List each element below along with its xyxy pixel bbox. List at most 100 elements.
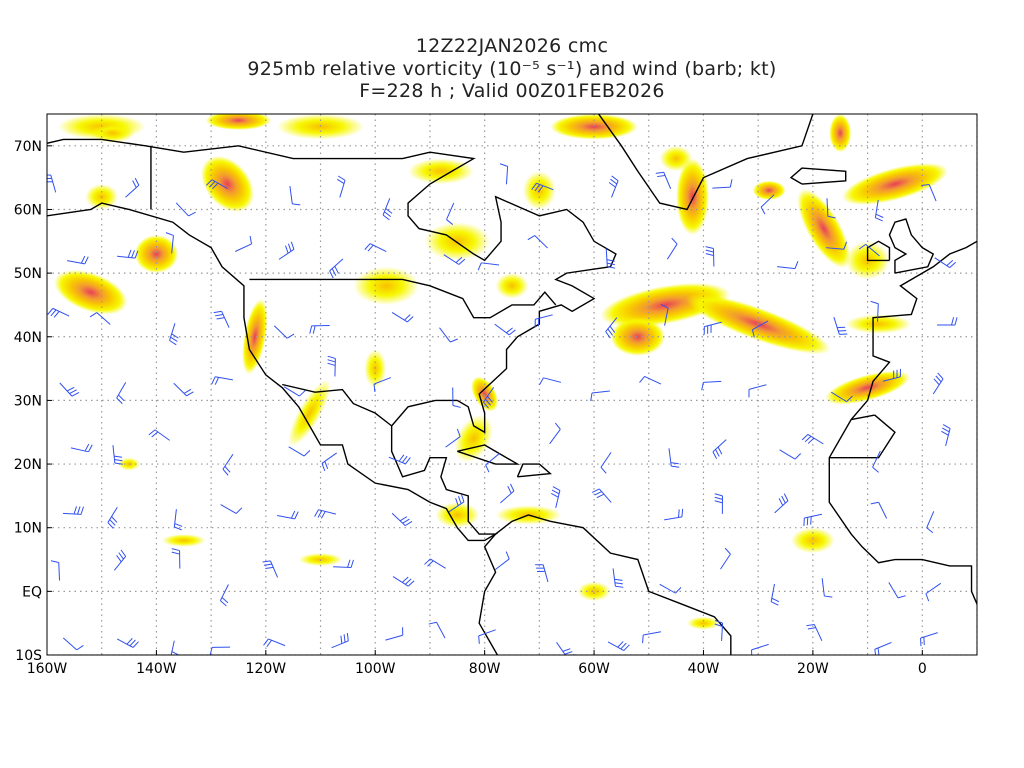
wind-barb-flag — [801, 434, 809, 441]
wind-barb-staff — [826, 198, 829, 217]
wind-barb-staff — [430, 558, 446, 569]
vorticity-blob — [791, 527, 835, 554]
wind-barb-flag — [222, 468, 229, 476]
wind-barb-flag — [303, 450, 311, 457]
wind-barb-flag — [591, 488, 600, 493]
wind-barb-flag — [327, 362, 336, 366]
vorticity-shading — [54, 114, 948, 630]
wind-barb-flag — [347, 559, 351, 568]
longitude-label: 60W — [578, 661, 610, 677]
latitude-label: 10S — [15, 648, 42, 664]
wind-barb-flag — [715, 449, 720, 457]
wind-barb-flag — [657, 174, 666, 178]
wind-barb-flag — [505, 551, 510, 560]
wind-barb-flag — [80, 506, 84, 515]
wind-barb-staff — [804, 513, 823, 519]
wind-barb-flag — [897, 595, 906, 599]
wind-barb-flag — [714, 496, 723, 500]
wind-barb-flag — [129, 639, 136, 647]
longitude-label: 120W — [246, 661, 287, 677]
wind-barb-flag — [714, 493, 723, 497]
wind-barb-flag — [183, 388, 192, 394]
wind-barb-flag — [404, 314, 411, 321]
wind-barb-flag — [334, 265, 339, 274]
wind-barb-flag — [509, 483, 515, 492]
wind-barb-staff — [644, 376, 662, 385]
wind-barb-flag — [610, 178, 618, 185]
wind-barb-flag — [677, 509, 680, 518]
wind-barb-flag — [109, 519, 116, 526]
wind-barb-flag — [615, 585, 624, 588]
wind-barb-flag — [554, 422, 561, 430]
wind-barb-flag — [670, 462, 679, 465]
wind-barb-staff — [605, 248, 608, 267]
wind-barb-flag — [401, 455, 408, 463]
wind-barb-flag — [148, 429, 156, 436]
wind-barb-staff — [58, 562, 61, 581]
wind-barb-flag — [309, 325, 313, 334]
wind-barb-flag — [794, 261, 799, 269]
wind-barb-staff — [112, 445, 116, 464]
wind-barb-staff — [125, 184, 140, 198]
wind-barb-staff — [591, 390, 610, 394]
wind-barb-staff — [268, 638, 286, 647]
wind-barb-flag — [607, 266, 616, 269]
wind-barb-flag — [170, 336, 178, 342]
wind-barb-staff — [222, 454, 234, 470]
wind-barb-flag — [485, 398, 491, 406]
wind-barb-flag — [364, 243, 371, 250]
longitude-label: 140W — [136, 661, 177, 677]
wind-barb-flag — [446, 219, 454, 225]
wind-barb-flag — [870, 300, 879, 305]
wind-barb-flag — [455, 256, 463, 263]
wind-barb-staff — [283, 386, 300, 397]
wind-barb-flag — [66, 386, 75, 392]
wind-barb-flag — [874, 649, 877, 655]
latitude-label: 70N — [14, 139, 42, 155]
coastline — [282, 383, 393, 427]
wind-barb-staff — [865, 244, 880, 257]
wind-barb-flag — [551, 489, 560, 495]
wind-barbs — [47, 163, 958, 655]
wind-barb-flag — [660, 303, 669, 309]
map-title-run: 12Z22JAN2026 cmc — [415, 35, 609, 57]
wind-barb-staff — [752, 320, 769, 331]
wind-barb-staff — [821, 578, 825, 597]
wind-barb-staff — [833, 317, 840, 335]
wind-barb-flag — [331, 268, 337, 276]
longitude-label: 80W — [469, 661, 501, 677]
wind-barb-flag — [327, 355, 336, 359]
vorticity-blob — [752, 180, 786, 200]
wind-barb-flag — [671, 237, 678, 245]
wind-barb-flag — [171, 551, 180, 555]
wind-barb-flag — [487, 396, 493, 403]
wind-barb-flag — [53, 311, 60, 318]
longitude-label: 160W — [27, 661, 68, 677]
wind-barb-flag — [107, 522, 114, 529]
wind-barb-flag — [266, 639, 272, 647]
wind-barb-flag — [675, 587, 682, 594]
wind-barb-staff — [611, 180, 619, 198]
wind-barb-flag — [770, 601, 779, 606]
wind-barb-flag — [171, 333, 179, 339]
wind-barb-staff — [478, 629, 496, 637]
longitude-label: 100W — [355, 661, 396, 677]
wind-barb-staff — [113, 556, 127, 571]
wind-barb-staff — [116, 382, 127, 399]
wind-barb-flag — [290, 241, 295, 250]
wind-barb-flag — [478, 635, 480, 644]
wind-barb-flag — [781, 495, 786, 504]
wind-barb-flag — [552, 486, 561, 491]
map-frame — [46, 113, 978, 656]
wind-barb-flag — [405, 457, 411, 465]
wind-barb-flag — [292, 203, 301, 206]
wind-barb-staff — [663, 172, 672, 190]
wind-barb-flag — [294, 511, 299, 520]
wind-barb-flag — [111, 516, 118, 523]
wind-barb-flag — [263, 638, 269, 646]
wind-barb-staff — [874, 641, 892, 650]
wind-barb-flag — [327, 359, 336, 363]
coastline — [457, 444, 521, 465]
wind-barb-flag — [485, 464, 490, 473]
wind-barb-flag — [235, 507, 243, 514]
